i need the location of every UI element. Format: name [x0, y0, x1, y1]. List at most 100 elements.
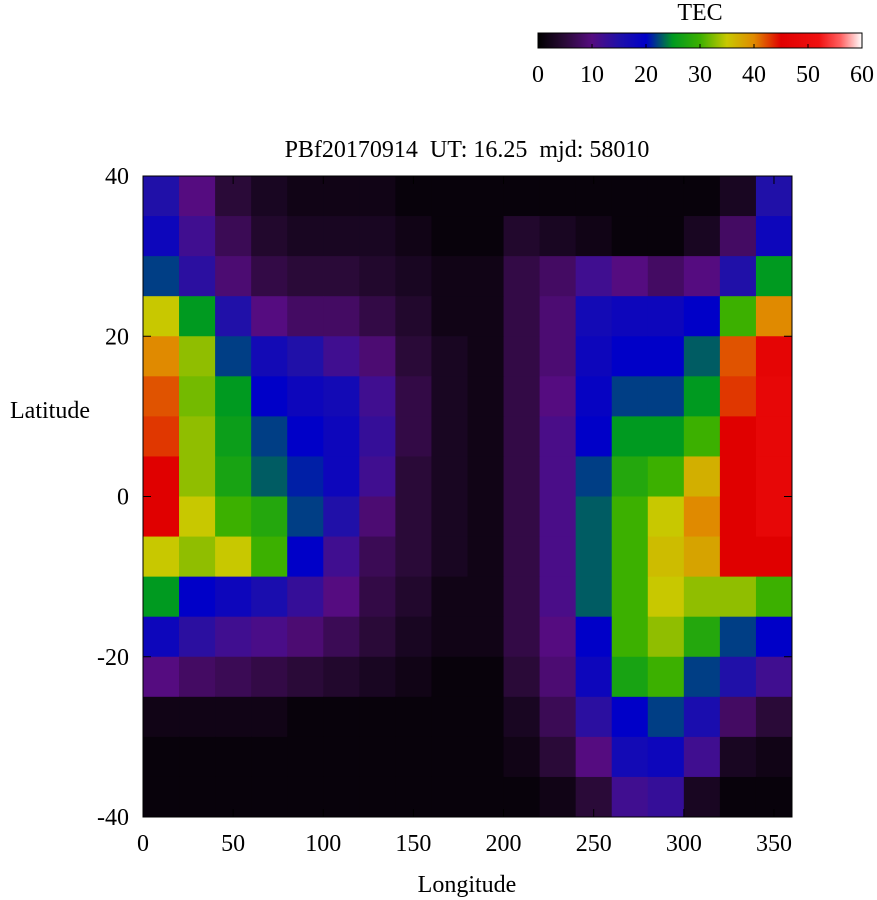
heat-cell — [251, 296, 288, 337]
heat-cell — [719, 456, 757, 497]
heat-cell — [611, 536, 649, 578]
colorbar-tick-label: 10 — [580, 62, 604, 88]
heat-cell — [359, 216, 396, 257]
heat-cell — [215, 256, 252, 297]
heat-cell — [323, 696, 360, 738]
heat-cell — [503, 656, 541, 698]
heat-cell — [611, 336, 649, 377]
heat-cell — [467, 256, 505, 297]
heat-cell — [143, 416, 180, 457]
heat-cell — [251, 216, 288, 257]
heat-cell — [323, 656, 360, 698]
y-axis-label: Latitude — [10, 398, 90, 424]
heat-cell — [719, 536, 757, 578]
x-tick-label: 250 — [576, 831, 612, 857]
heat-cell — [143, 376, 180, 417]
heat-cell — [719, 656, 757, 698]
heat-cell — [611, 496, 649, 538]
heat-cell — [179, 456, 216, 497]
heat-cell — [575, 736, 613, 778]
heat-cell — [683, 736, 721, 778]
heat-cell — [287, 376, 324, 417]
heat-cell — [179, 216, 216, 257]
heat-cell — [143, 256, 180, 297]
heat-cell — [431, 256, 468, 297]
heat-cell — [395, 576, 432, 618]
heat-cell — [251, 256, 288, 297]
heat-cell — [251, 776, 288, 818]
heat-cell — [179, 496, 216, 538]
heat-cell — [647, 536, 685, 578]
heat-cell — [215, 376, 252, 417]
heat-cell — [467, 176, 505, 217]
heat-cell — [251, 616, 288, 658]
heat-cell — [431, 176, 468, 217]
heat-cell — [179, 576, 216, 618]
heat-cell — [539, 256, 577, 297]
heat-cell — [323, 616, 360, 658]
heat-cell — [467, 536, 505, 578]
heat-cell — [719, 576, 757, 618]
heat-cell — [143, 616, 180, 658]
heat-cell — [143, 736, 180, 778]
heat-cell — [503, 456, 541, 497]
heat-cell — [431, 496, 468, 538]
heat-cell — [611, 736, 649, 778]
heat-cell — [539, 216, 577, 257]
heat-cell — [503, 296, 541, 337]
heat-cell — [431, 656, 468, 698]
heat-cell — [215, 656, 252, 698]
heat-cell — [755, 216, 793, 257]
x-tick-label: 300 — [666, 831, 702, 857]
heat-cell — [395, 376, 432, 417]
heat-cell — [539, 336, 577, 377]
heat-cell — [431, 416, 468, 457]
heat-cell — [467, 696, 505, 738]
heat-cell — [251, 376, 288, 417]
heat-cell — [575, 616, 613, 658]
heat-cell — [431, 216, 468, 257]
heat-cell — [503, 416, 541, 457]
heat-cell — [539, 296, 577, 337]
heat-cell — [647, 256, 685, 297]
heat-cell — [647, 616, 685, 658]
heat-cell — [755, 256, 793, 297]
heat-cell — [287, 496, 324, 538]
heat-cell — [251, 416, 288, 457]
heat-cell — [143, 176, 180, 217]
heat-cell — [755, 536, 793, 578]
heat-cell — [683, 776, 721, 818]
heat-cell — [683, 176, 721, 217]
heat-cell — [179, 776, 216, 818]
heat-cell — [143, 456, 180, 497]
heat-cell — [575, 576, 613, 618]
heat-cell — [503, 256, 541, 297]
heat-cell — [179, 416, 216, 457]
heat-cell — [431, 296, 468, 337]
x-tick-label: 350 — [756, 831, 792, 857]
heat-cell — [611, 256, 649, 297]
heat-cell — [611, 216, 649, 257]
heat-cell — [683, 376, 721, 417]
heat-cell — [431, 336, 468, 377]
heat-cell — [143, 536, 180, 578]
heat-cell — [359, 576, 396, 618]
heat-cell — [647, 736, 685, 778]
heat-cell — [719, 696, 757, 738]
heat-cell — [575, 456, 613, 497]
heat-cell — [467, 616, 505, 658]
heat-cell — [287, 656, 324, 698]
heat-cell — [251, 456, 288, 497]
heat-cell — [251, 176, 288, 217]
heat-cell — [719, 176, 757, 217]
heat-cell — [503, 176, 541, 217]
heat-cell — [647, 456, 685, 497]
heat-cell — [539, 776, 577, 818]
heat-cell — [611, 696, 649, 738]
heat-cell — [215, 536, 252, 578]
heat-cell — [143, 336, 180, 377]
y-tick-label: 40 — [105, 164, 129, 190]
heat-cell — [323, 296, 360, 337]
heat-cell — [323, 776, 360, 818]
heat-cell — [611, 416, 649, 457]
